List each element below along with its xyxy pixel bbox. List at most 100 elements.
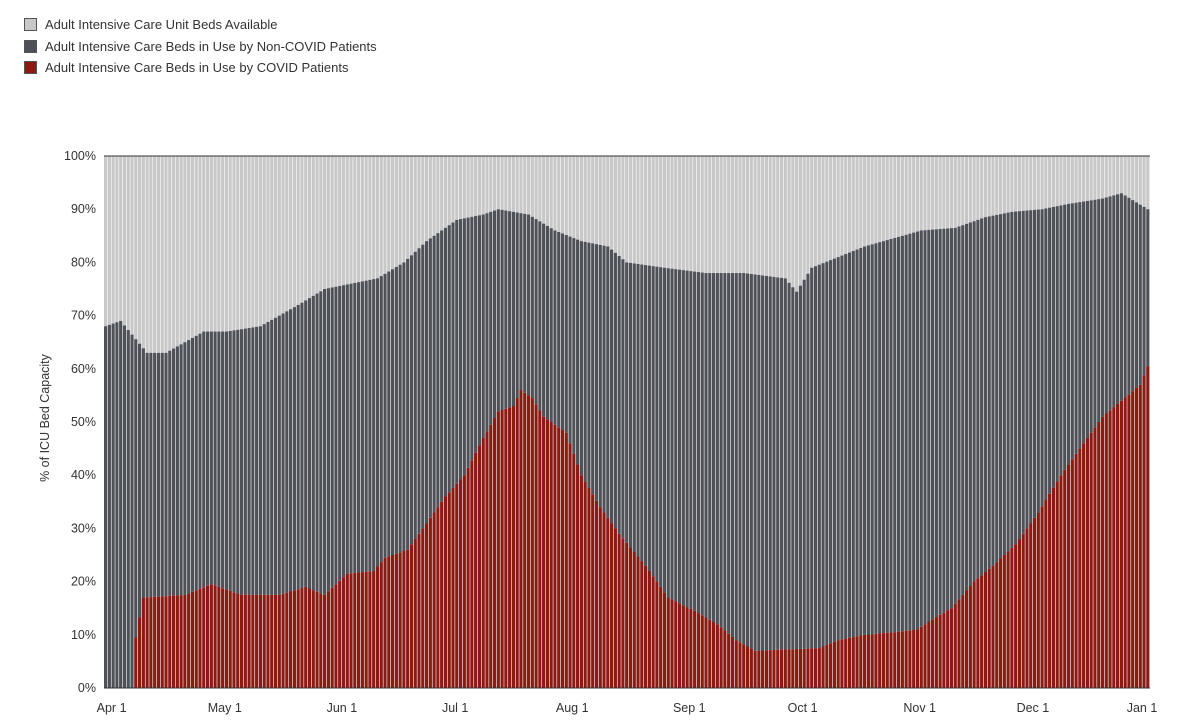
bar-covid	[757, 650, 761, 688]
legend: Adult Intensive Care Unit Beds Available…	[24, 14, 377, 79]
bar-covid	[307, 588, 312, 688]
bar-non-covid	[930, 229, 935, 620]
bar-covid	[957, 599, 961, 688]
bar-covid	[817, 648, 821, 688]
bar-available	[738, 156, 742, 274]
bar-covid	[734, 640, 738, 688]
bar-available	[946, 156, 950, 229]
bar-available	[330, 156, 334, 288]
bar-covid	[285, 592, 289, 688]
bar-non-covid	[1100, 198, 1105, 417]
bar-non-covid	[734, 273, 738, 641]
bar-non-covid	[538, 221, 542, 411]
bar-available	[111, 156, 115, 324]
y-tick-label: 70%	[71, 309, 96, 323]
bar-available	[432, 156, 436, 236]
bar-non-covid	[998, 214, 1003, 559]
bar-covid	[1078, 448, 1082, 688]
y-tick-label: 60%	[71, 362, 96, 376]
bar-covid	[156, 596, 161, 688]
bar-available	[813, 156, 818, 267]
bar-covid	[919, 626, 923, 688]
bar-non-covid	[190, 337, 195, 592]
bar-covid	[655, 581, 659, 688]
bar-available	[1010, 156, 1014, 212]
bar-non-covid	[991, 215, 995, 566]
bar-non-covid	[957, 226, 961, 600]
bar-available	[353, 156, 357, 283]
bar-non-covid	[372, 279, 376, 571]
bar-available	[1048, 156, 1052, 208]
bar-non-covid	[572, 238, 576, 454]
bar-available	[1021, 156, 1025, 211]
bar-available	[477, 156, 482, 216]
bar-available	[659, 156, 663, 268]
bar-non-covid	[508, 211, 512, 408]
bar-covid	[610, 523, 614, 688]
bar-available	[492, 156, 497, 211]
bar-available	[753, 156, 757, 275]
bar-available	[228, 156, 232, 331]
bar-non-covid	[519, 213, 523, 391]
bar-available	[625, 156, 629, 263]
bar-covid	[281, 593, 285, 688]
bar-available	[806, 156, 810, 274]
bar-covid	[708, 619, 712, 688]
bar-covid	[1093, 427, 1097, 688]
bar-available	[802, 156, 806, 280]
bar-available	[983, 156, 988, 218]
bar-available	[727, 156, 731, 274]
bar-non-covid	[1051, 206, 1055, 488]
bar-covid	[409, 544, 414, 688]
bar-available	[311, 156, 315, 296]
bar-covid	[560, 429, 565, 688]
bar-non-covid	[530, 216, 534, 399]
bar-non-covid	[662, 267, 667, 593]
bar-covid	[175, 595, 179, 688]
bar-non-covid	[1119, 193, 1123, 401]
bar-non-covid	[1002, 213, 1006, 555]
bar-non-covid	[432, 235, 436, 513]
bar-covid	[1048, 493, 1052, 688]
bar-available	[417, 156, 421, 249]
bar-non-covid	[115, 322, 119, 688]
bar-available	[122, 156, 127, 326]
bar-available	[745, 156, 750, 274]
bar-non-covid	[647, 265, 651, 571]
bar-non-covid	[881, 241, 886, 634]
bar-non-covid	[236, 329, 240, 594]
bar-non-covid	[742, 273, 746, 645]
bar-non-covid	[1078, 202, 1082, 449]
bar-non-covid	[466, 217, 470, 468]
bar-covid	[761, 650, 765, 688]
bar-covid	[636, 556, 640, 688]
bar-available	[579, 156, 583, 242]
bar-non-covid	[753, 274, 757, 651]
bar-non-covid	[1048, 207, 1052, 494]
bar-available	[621, 156, 625, 260]
bar-available	[496, 156, 500, 210]
bar-covid	[689, 608, 693, 688]
bar-available	[534, 156, 538, 220]
bar-covid	[341, 577, 346, 688]
bar-non-covid	[137, 343, 142, 618]
bar-covid	[477, 445, 482, 688]
bar-covid	[878, 633, 882, 688]
bar-available	[677, 156, 682, 270]
bar-non-covid	[523, 213, 527, 393]
bar-non-covid	[889, 238, 893, 633]
bar-covid	[1108, 410, 1112, 688]
bar-covid	[455, 483, 459, 688]
bar-available	[723, 156, 727, 274]
bar-available	[175, 156, 179, 347]
bar-non-covid	[266, 321, 270, 595]
bar-non-covid	[251, 327, 255, 595]
bar-available	[1066, 156, 1071, 204]
bar-covid	[149, 597, 153, 688]
bar-available	[368, 156, 372, 280]
bar-non-covid	[927, 229, 931, 622]
bar-covid	[1100, 416, 1105, 688]
bar-covid	[326, 591, 330, 688]
x-tick-label: Aug 1	[556, 701, 589, 715]
bar-covid	[1032, 517, 1037, 688]
